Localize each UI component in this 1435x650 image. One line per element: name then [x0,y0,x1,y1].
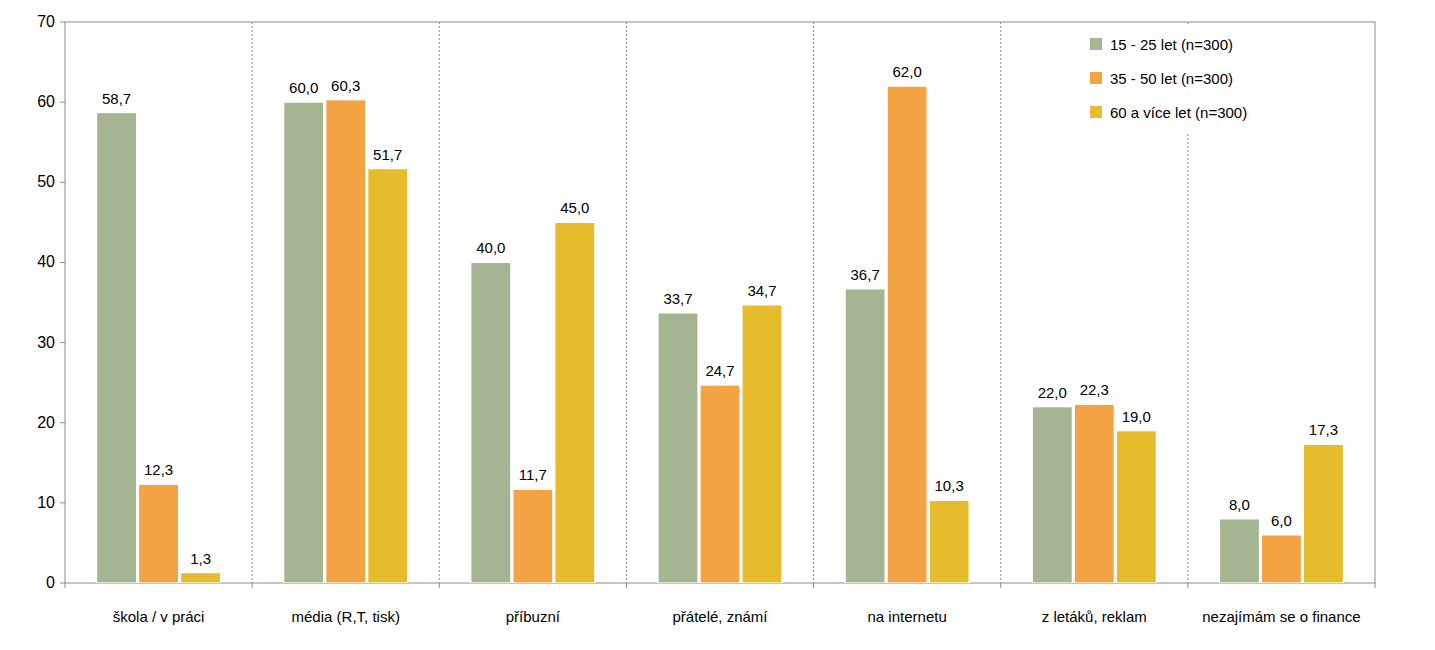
y-tick [60,502,65,503]
y-tick-label: 10 [37,494,55,511]
data-label: 33,7 [663,290,692,307]
data-label: 6,0 [1271,512,1292,529]
data-label: 11,7 [519,466,547,483]
data-label: 34,7 [747,282,776,299]
legend-label: 35 - 50 let (n=300) [1110,70,1233,87]
data-label: 58,7 [102,90,131,107]
y-tick-label: 70 [37,13,55,30]
grid-line [252,22,253,583]
bar [929,500,969,583]
bars [97,86,1344,583]
bar [1303,444,1343,583]
x-tick-label: na internetu [868,608,947,625]
y-tick-label: 0 [46,574,55,591]
bar [139,484,179,583]
bar [1032,407,1072,583]
y-tick [60,422,65,423]
y-tick [60,102,65,103]
legend-swatch [1090,72,1102,84]
data-label: 45,0 [560,199,589,216]
legend-label: 60 a více let (n=300) [1110,104,1247,121]
y-tick [60,342,65,343]
bar [658,313,698,583]
y-tick-label: 60 [37,93,55,110]
data-label: 24,7 [705,362,734,379]
data-label: 60,0 [289,79,318,96]
x-tick-label: nezajímám se o finance [1202,608,1360,625]
x-tick [1000,583,1001,588]
x-tick-label: škola / v práci [113,608,205,625]
legend: 15 - 25 let (n=300) 35 - 50 let (n=300) 60… [1082,26,1302,134]
data-labels: 58,7 60,0 40,0 33,7 36,7 22,0 8,0 12,3 60,3 11,7 2… [102,63,1338,566]
y-tick [60,262,65,263]
data-label: 1,3 [190,550,211,567]
data-label: 12,3 [144,461,173,478]
data-label: 62,0 [893,63,922,80]
data-label: 60,3 [331,77,360,94]
y-tick [60,583,65,584]
bar [368,169,408,583]
y-tick-label: 20 [37,414,55,431]
x-tick [439,583,440,588]
data-label: 19,0 [1122,408,1151,425]
data-label: 40,0 [476,239,505,256]
legend-label: 15 - 25 let (n=300) [1110,36,1233,53]
bar [284,102,324,583]
bar [700,385,740,583]
x-tick-label: média (R,T, tisk) [292,608,400,625]
y-tick-label: 30 [37,334,55,351]
bar [1219,519,1259,583]
y-tick [60,182,65,183]
y-tick-label: 50 [37,173,55,190]
x-tick [252,583,253,588]
bar [1074,404,1114,583]
data-label: 22,0 [1038,384,1067,401]
data-label: 22,3 [1080,381,1109,398]
data-label: 51,7 [373,146,402,163]
bar [887,86,927,583]
data-label: 36,7 [851,266,880,283]
y-tick-label: 40 [37,253,55,270]
bar [1261,535,1301,583]
x-tick-label: přátelé, známí [672,608,768,625]
x-tick-label: z letáků, reklam [1042,608,1147,625]
bar [326,100,366,583]
bar [513,489,553,583]
chart: 0 10 20 30 40 50 60 70 škola / v práci média (R,T… [0,0,1435,650]
bar [845,289,885,583]
data-label: 8,0 [1229,496,1250,513]
bar [742,305,782,583]
legend-swatch [1090,106,1102,118]
x-tick-label: příbuzní [506,608,561,625]
bar [181,573,221,583]
data-label: 10,3 [935,477,964,494]
x-tick [1375,583,1376,588]
data-label: 17,3 [1309,421,1338,438]
x-tick [65,583,66,588]
grid-line [439,22,440,583]
grid-line [1000,22,1001,583]
bar [97,113,137,583]
x-tick [626,583,627,588]
bar [555,222,595,583]
x-tick [1187,583,1188,588]
plot-frame [65,22,1375,583]
legend-swatch [1090,38,1102,50]
grid-line [813,22,814,583]
y-tick [60,22,65,23]
bar [1116,431,1156,583]
x-tick [813,583,814,588]
legend-background [1082,26,1302,134]
grid-line [626,22,627,583]
bar [471,262,511,583]
